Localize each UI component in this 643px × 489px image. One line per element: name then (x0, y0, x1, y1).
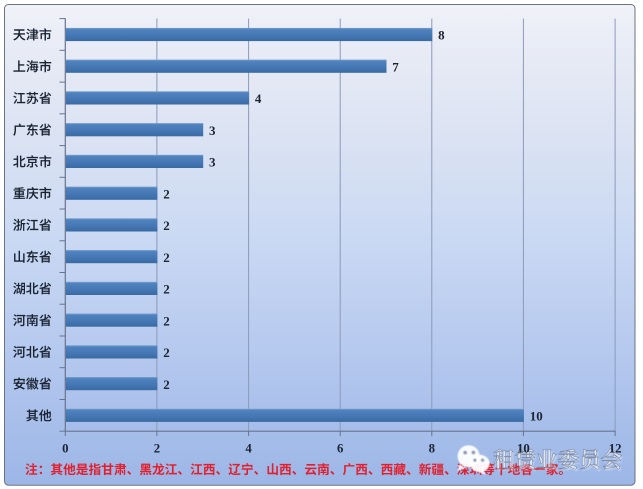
svg-text:8: 8 (429, 441, 435, 455)
svg-text:0: 0 (62, 441, 68, 455)
svg-text:4: 4 (245, 441, 252, 455)
svg-text:3: 3 (209, 155, 216, 170)
svg-text:2: 2 (163, 313, 170, 328)
svg-text:6: 6 (337, 441, 344, 455)
svg-text:2: 2 (163, 250, 170, 265)
svg-text:3: 3 (209, 123, 216, 138)
svg-text:4: 4 (255, 91, 262, 106)
svg-text:8: 8 (438, 28, 445, 43)
svg-text:2: 2 (163, 186, 170, 201)
svg-text:12: 12 (609, 441, 622, 455)
svg-text:10: 10 (530, 409, 543, 424)
svg-text:10: 10 (517, 441, 530, 455)
svg-text:7: 7 (392, 59, 399, 74)
svg-text:2: 2 (163, 218, 170, 233)
svg-text:2: 2 (154, 441, 160, 455)
svg-text:2: 2 (163, 377, 170, 392)
svg-text:2: 2 (163, 282, 170, 297)
svg-text:2: 2 (163, 345, 170, 360)
